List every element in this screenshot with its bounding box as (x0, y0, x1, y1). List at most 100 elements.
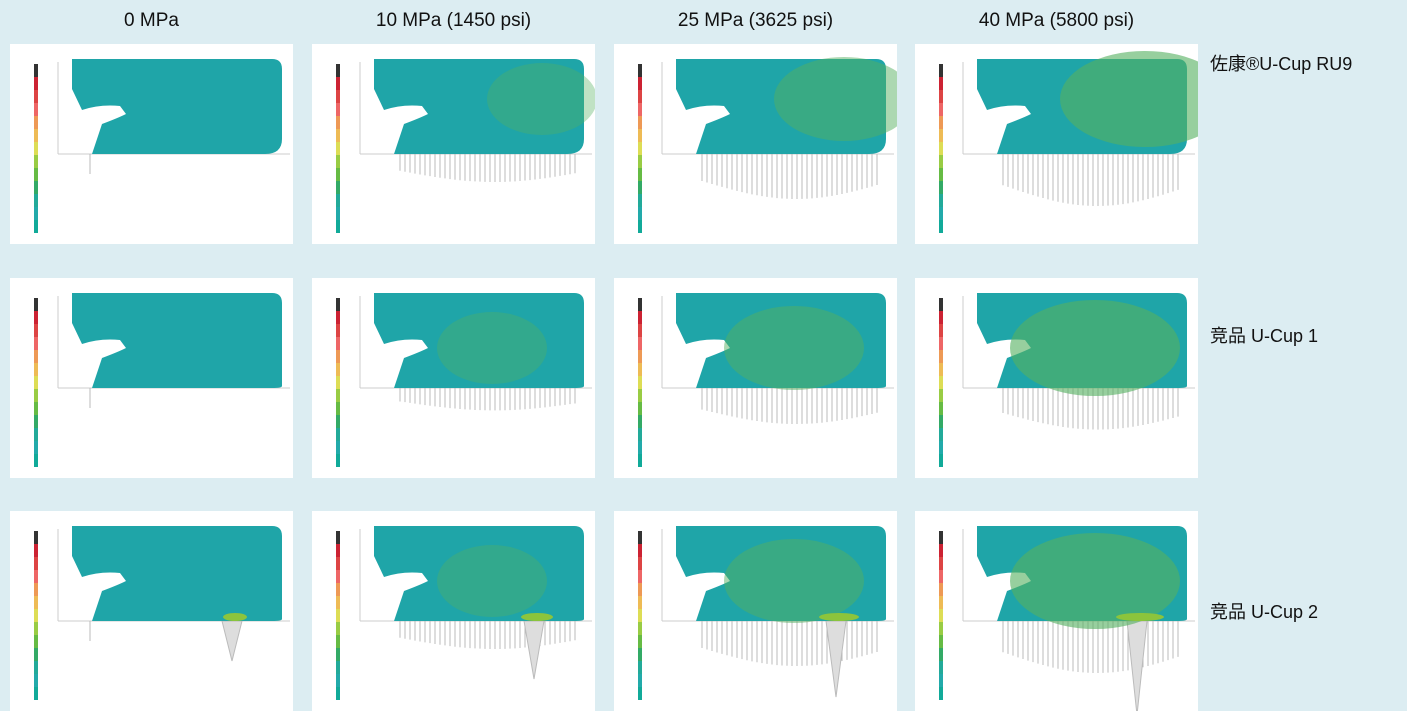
legend-swatch (336, 168, 340, 181)
legend-swatch (34, 674, 38, 687)
legend-swatch (939, 64, 943, 77)
seal-body (374, 293, 584, 388)
seal-body (374, 526, 584, 621)
legend-swatch (336, 77, 340, 90)
legend-swatch (638, 648, 642, 661)
legend-swatch (336, 103, 340, 116)
legend-swatch (34, 207, 38, 220)
legend-swatch (638, 168, 642, 181)
legend-swatch (34, 648, 38, 661)
legend-swatch (34, 220, 38, 233)
legend-swatch (939, 389, 943, 402)
legend-swatch (939, 557, 943, 570)
seal-shape (72, 526, 282, 621)
stress-hotspot (521, 613, 553, 621)
stress-zone (724, 539, 864, 623)
legend-swatch (939, 129, 943, 142)
legend-swatch (939, 376, 943, 389)
legend-swatch (939, 687, 943, 700)
legend-swatch (939, 220, 943, 233)
simulation-panel (10, 44, 293, 244)
legend-swatch (34, 661, 38, 674)
legend-swatch (638, 609, 642, 622)
legend-swatch (638, 220, 642, 233)
legend-swatch (336, 570, 340, 583)
legend-swatch (939, 454, 943, 467)
legend-swatch (638, 402, 642, 415)
legend-swatch (939, 77, 943, 90)
stress-zone (437, 545, 547, 617)
seal-shape (977, 526, 1187, 629)
seal-shape (374, 526, 584, 621)
legend-swatch (638, 389, 642, 402)
legend-swatch (34, 531, 38, 544)
column-header: 40 MPa (5800 psi) (978, 10, 1135, 31)
legend-swatch (939, 635, 943, 648)
legend-swatch (638, 207, 642, 220)
legend-swatch (336, 428, 340, 441)
seal-body (374, 59, 584, 154)
seal-body (676, 59, 886, 154)
legend-swatch (34, 557, 38, 570)
legend-swatch (336, 441, 340, 454)
legend-swatch (939, 428, 943, 441)
legend-swatch (336, 661, 340, 674)
legend-swatch (34, 77, 38, 90)
legend-swatch (638, 142, 642, 155)
legend-swatch (638, 570, 642, 583)
row-label: 竞品 U-Cup 2 (1210, 602, 1319, 622)
stress-zone (1010, 300, 1180, 396)
legend-swatch (336, 142, 340, 155)
legend-swatch (939, 324, 943, 337)
legend-swatch (638, 194, 642, 207)
legend-swatch (336, 181, 340, 194)
legend-swatch (34, 298, 38, 311)
legend-swatch (939, 570, 943, 583)
legend-swatch (34, 596, 38, 609)
legend-swatch (939, 363, 943, 376)
legend-swatch (336, 90, 340, 103)
legend-swatch (336, 220, 340, 233)
legend-swatch (638, 64, 642, 77)
legend-swatch (336, 454, 340, 467)
legend-swatch (939, 155, 943, 168)
legend-swatch (638, 363, 642, 376)
legend-swatch (34, 181, 38, 194)
legend-swatch (336, 298, 340, 311)
legend-swatch (939, 596, 943, 609)
legend-swatch (638, 376, 642, 389)
legend-swatch (638, 298, 642, 311)
simulation-panel (915, 278, 1198, 478)
legend-swatch (638, 531, 642, 544)
legend-swatch (638, 337, 642, 350)
legend-swatch (939, 103, 943, 116)
column-header: 10 MPa (1450 psi) (375, 10, 532, 31)
legend-swatch (638, 90, 642, 103)
legend-swatch (336, 544, 340, 557)
legend-swatch (939, 181, 943, 194)
legend-swatch (34, 415, 38, 428)
seal-body (676, 526, 886, 621)
legend-swatch (939, 207, 943, 220)
legend-swatch (34, 168, 38, 181)
legend-swatch (638, 103, 642, 116)
legend-swatch (939, 116, 943, 129)
stress-zone (724, 306, 864, 390)
legend-swatch (638, 181, 642, 194)
legend-swatch (939, 622, 943, 635)
legend-swatch (939, 350, 943, 363)
legend-swatch (336, 402, 340, 415)
legend-swatch (336, 194, 340, 207)
seal-shape (72, 293, 282, 388)
legend-swatch (34, 194, 38, 207)
legend-swatch (638, 311, 642, 324)
legend-swatch (638, 116, 642, 129)
seal-shape (676, 293, 886, 390)
legend-swatch (34, 389, 38, 402)
legend-swatch (34, 350, 38, 363)
legend-swatch (336, 557, 340, 570)
row-label: 佐康®U-Cup RU9 (1210, 54, 1353, 74)
legend-swatch (638, 544, 642, 557)
legend-swatch (34, 583, 38, 596)
